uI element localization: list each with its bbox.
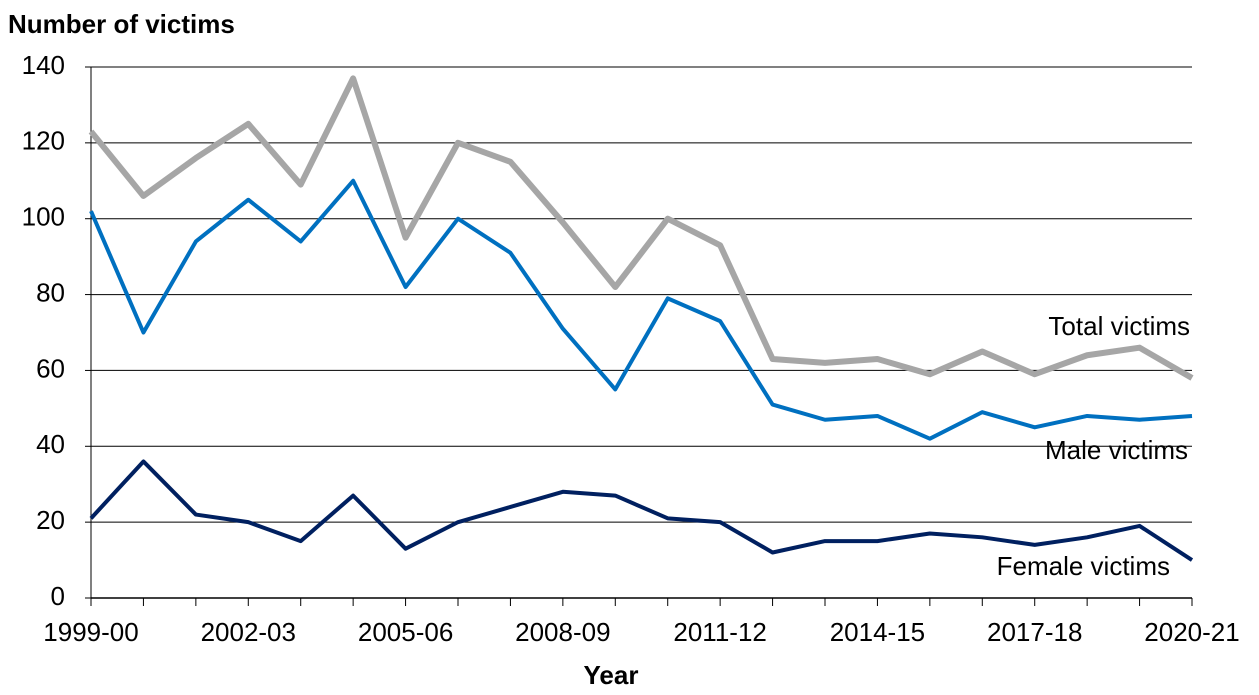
y-tick-label: 100 <box>22 202 65 232</box>
y-tick-label: 60 <box>36 353 65 383</box>
line <box>88 75 1194 381</box>
series-label: Total victims <box>1048 311 1190 341</box>
y-tick-label: 20 <box>36 505 65 535</box>
x-tick-label: 2008-09 <box>515 617 610 647</box>
y-tick-label: 0 <box>51 581 65 611</box>
series-label: Male victims <box>1045 435 1188 465</box>
x-tick-label: 2011-12 <box>673 617 767 647</box>
line <box>89 459 1194 562</box>
y-tick-label: 140 <box>22 50 65 80</box>
y-axis-label: Number of victims <box>8 9 235 39</box>
y-tick-label: 120 <box>22 126 65 156</box>
y-tick-label: 40 <box>36 429 65 459</box>
x-tick-label: 2002-03 <box>201 617 296 647</box>
x-tick-label: 2014-15 <box>830 617 925 647</box>
line <box>89 178 1193 441</box>
x-tick-label: 2020-21 <box>1144 617 1239 647</box>
series-label: Female victims <box>997 551 1170 581</box>
y-tick-label: 80 <box>36 277 65 307</box>
x-tick-label: 1999-00 <box>43 617 138 647</box>
x-axis-label: Year <box>584 660 639 690</box>
x-tick-label: 2017-18 <box>987 617 1082 647</box>
x-tick-label: 2005-06 <box>358 617 453 647</box>
